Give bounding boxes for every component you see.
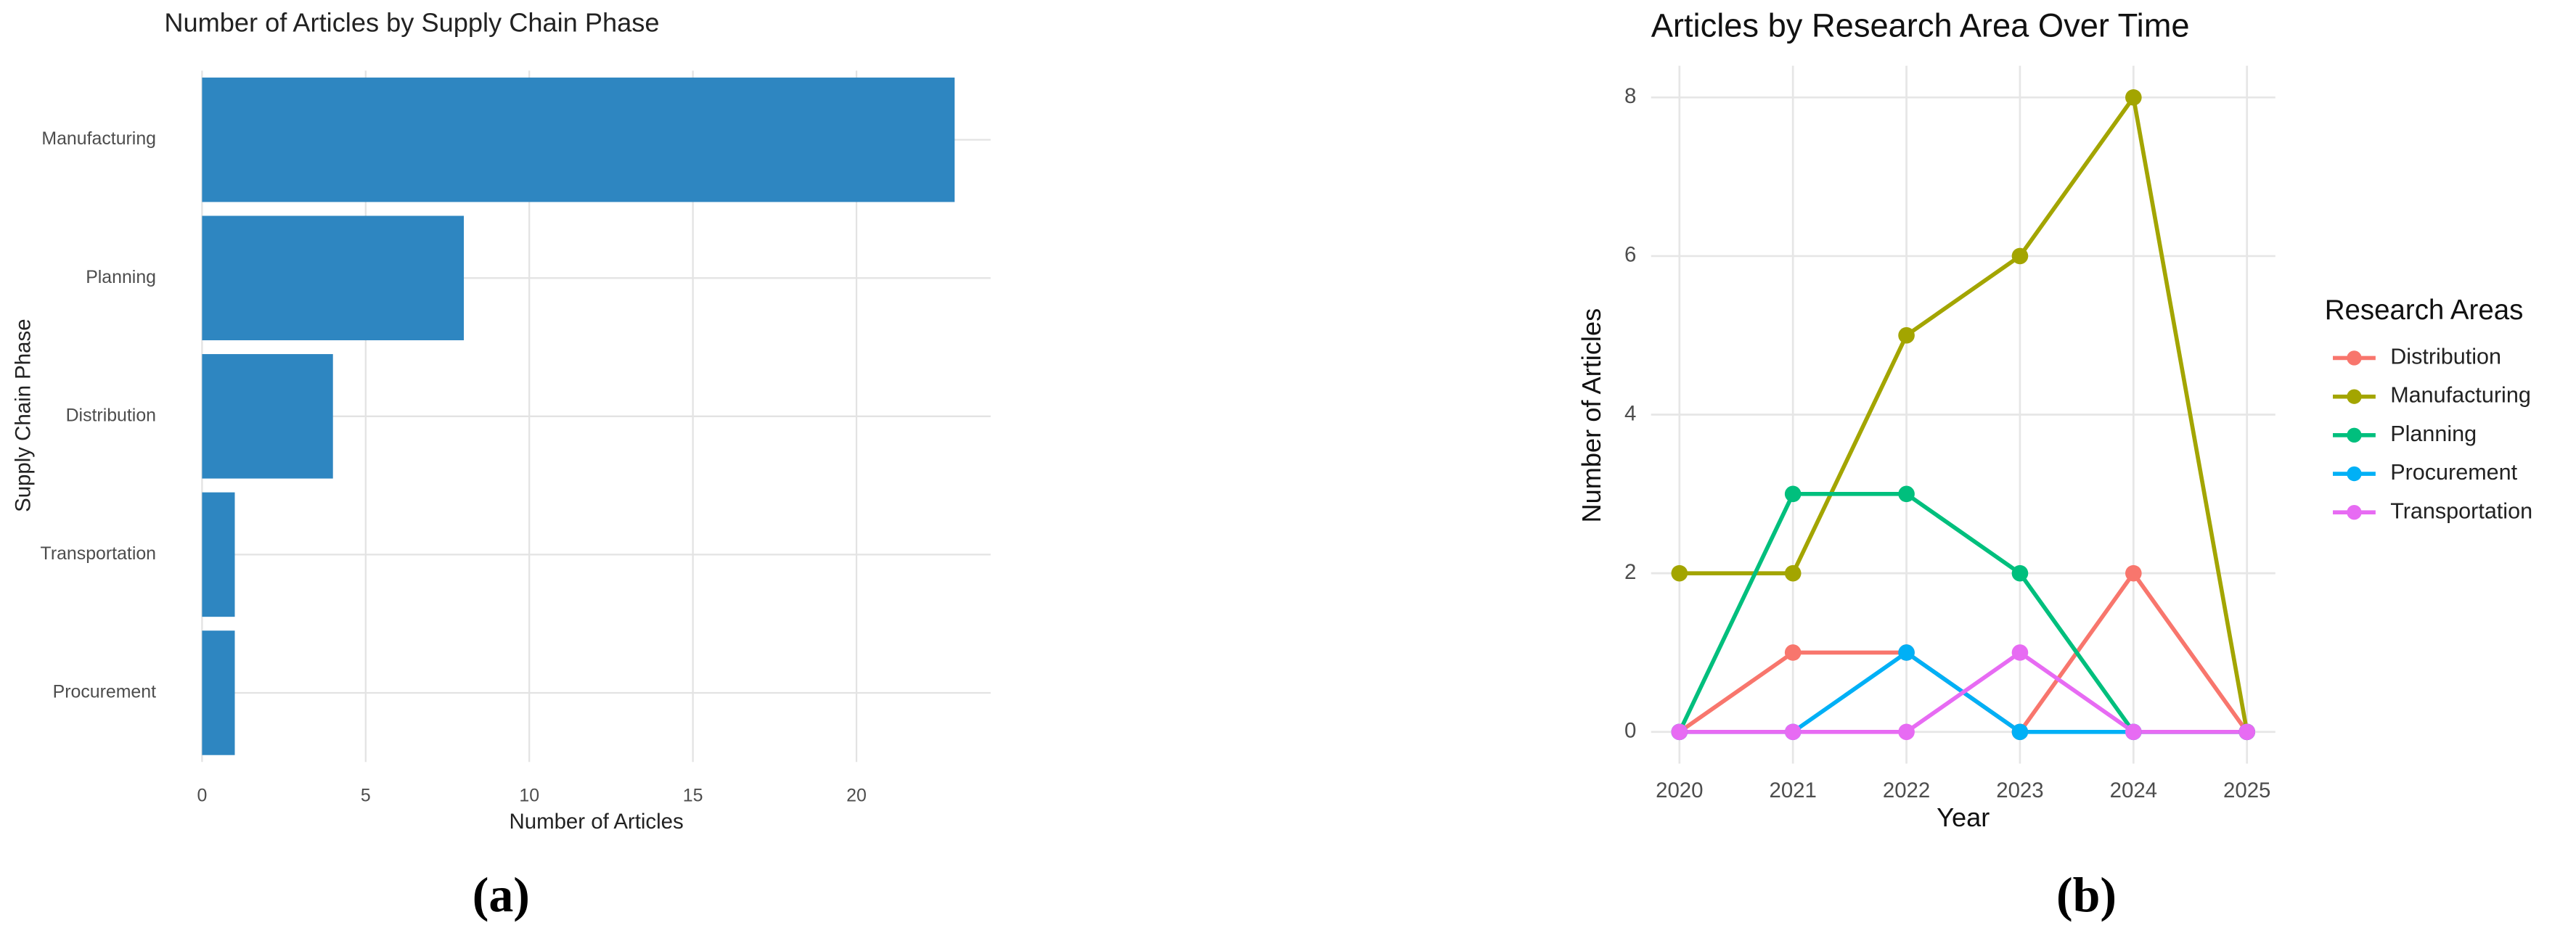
series-line <box>1679 650 2247 734</box>
x-tick-label: 2020 <box>1656 778 1703 802</box>
y-tick-label: Manufacturing <box>41 128 156 149</box>
legend-label: Distribution <box>2390 345 2501 369</box>
point <box>1784 723 1802 741</box>
x-tick-label: 2024 <box>2110 778 2157 802</box>
y-tick-label: 6 <box>1624 243 1636 267</box>
x-tick-label: 5 <box>361 785 371 805</box>
legend-title: Research Areas <box>2325 295 2524 326</box>
x-tick-label: 10 <box>519 785 539 805</box>
legend-key-point <box>2347 389 2362 404</box>
point <box>1784 644 1802 661</box>
legend-key-point <box>2347 350 2362 366</box>
point <box>2238 723 2256 741</box>
legend-label: Procurement <box>2390 460 2517 485</box>
bar <box>202 77 955 202</box>
legend-label: Transportation <box>2390 498 2532 523</box>
bar <box>202 630 235 755</box>
x-tick-label: 20 <box>846 785 867 805</box>
x-tick-label: 2025 <box>2223 778 2270 802</box>
caption: (a) <box>473 867 530 922</box>
point <box>1898 644 1915 661</box>
point <box>1898 723 1915 741</box>
legend-key-point <box>2347 466 2362 482</box>
x-axis-label: Year <box>1937 802 1990 832</box>
legend-label: Manufacturing <box>2390 383 2531 408</box>
y-tick-label: Distribution <box>66 405 156 425</box>
x-tick-label: 2021 <box>1769 778 1816 802</box>
legend-label: Planning <box>2390 422 2477 446</box>
y-tick-label: Procurement <box>53 682 156 702</box>
point <box>1898 326 1915 344</box>
y-axis-label: Number of Articles <box>1577 308 1606 523</box>
bar <box>202 354 333 479</box>
chart-title: Articles by Research Area Over Time <box>1651 7 2190 44</box>
point <box>2011 247 2029 265</box>
legend-key-point <box>2347 427 2362 443</box>
y-tick-label: 4 <box>1624 401 1636 425</box>
point <box>2125 89 2142 106</box>
series-line <box>1679 92 2249 733</box>
point <box>2011 644 2029 661</box>
point <box>1784 564 1802 582</box>
point <box>2011 723 2029 741</box>
x-axis-label: Number of Articles <box>509 810 683 834</box>
chart-title: Number of Articles by Supply Chain Phase <box>164 8 659 38</box>
point <box>1898 485 1915 503</box>
bar <box>202 492 235 617</box>
caption: (b) <box>2056 867 2117 922</box>
y-tick-label: Planning <box>86 267 156 287</box>
point <box>1671 564 1688 582</box>
point <box>2011 564 2029 582</box>
y-tick-label: 2 <box>1624 560 1636 584</box>
x-tick-label: 2022 <box>1883 778 1930 802</box>
y-axis-label: Supply Chain Phase <box>12 319 36 511</box>
x-tick-label: 15 <box>683 785 703 805</box>
series-line <box>1678 570 2249 735</box>
x-tick-label: 2023 <box>1996 778 2043 802</box>
y-tick-label: Transportation <box>41 543 156 564</box>
point <box>1671 723 1688 741</box>
point <box>2125 723 2142 741</box>
legend-key-point <box>2347 505 2362 520</box>
bar <box>202 215 465 340</box>
y-tick-label: 8 <box>1624 84 1636 108</box>
point <box>1784 485 1802 503</box>
point <box>2125 564 2142 582</box>
y-tick-label: 0 <box>1624 719 1636 743</box>
x-tick-label: 0 <box>197 785 207 805</box>
